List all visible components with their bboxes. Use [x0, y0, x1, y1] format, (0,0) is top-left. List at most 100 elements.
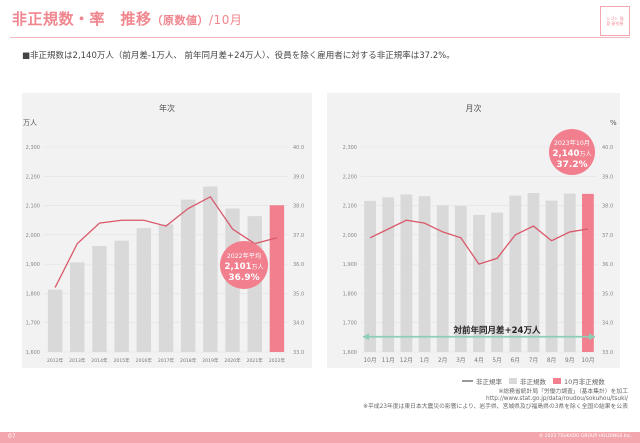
- source-note: ※平成23年度は東日本大震災の影響により、岩手県、宮城県及び福島県の3県を除く全…: [363, 403, 628, 410]
- y-tick-label-left: 1,600: [26, 350, 40, 356]
- rate-line: [369, 219, 589, 265]
- y-tick-label-right: 40.0: [602, 145, 613, 151]
- y-tick-label-left: 2,000: [343, 233, 357, 239]
- chart-title: 月次: [466, 103, 482, 113]
- x-tick-label: 1月: [420, 357, 430, 364]
- bar: [70, 262, 85, 352]
- bar: [382, 197, 395, 352]
- legend-count: 非正規数: [509, 376, 546, 386]
- x-tick-label: 3月: [456, 357, 466, 364]
- y-tick-label-left: 2,100: [26, 204, 40, 210]
- bar: [491, 212, 504, 352]
- x-tick-label: 2022年: [269, 357, 286, 364]
- title-divider: [10, 37, 630, 38]
- callout-value-unit: 万人: [251, 264, 263, 271]
- bar: [418, 196, 431, 352]
- annual-chart-panel: 年次 万人 1,600 1,700 1,800 1,900 2,000 2,100 2,200 2…: [22, 93, 312, 368]
- page-number: 07: [8, 433, 16, 440]
- y-tick-label-right: 35.0: [602, 291, 613, 297]
- x-tick-label: 2月: [438, 357, 448, 364]
- rate-line: [54, 195, 278, 288]
- bar: [92, 245, 107, 352]
- x-tick-label: 2013年: [69, 357, 86, 364]
- callout-value: 2,140万人: [553, 149, 592, 159]
- x-tick-label: 11月: [382, 357, 395, 364]
- legend-highlight-swatch: [553, 378, 561, 384]
- y-tick-label-left: 2,200: [26, 174, 40, 180]
- y-tick-label-left: 1,900: [26, 262, 40, 268]
- difference-arrow-left: [363, 333, 369, 341]
- legend-highlight: 10月非正規数: [553, 376, 605, 386]
- difference-annotation: 対前年同月差+24万人: [453, 325, 541, 336]
- highlight-bar: [269, 205, 285, 352]
- y-tick-label-right: 39.0: [293, 174, 304, 180]
- legend-rate-swatch: [462, 380, 473, 382]
- y-tick-label-right: 33.0: [602, 350, 613, 356]
- y-tick-label-right: 37.0: [602, 233, 613, 239]
- title-paren: （原数値）: [151, 14, 210, 27]
- y-tick-label-right: 36.0: [602, 262, 613, 268]
- y-tick-label-left: 1,800: [343, 291, 357, 297]
- x-tick-label: 12月: [400, 357, 413, 364]
- bar: [114, 240, 129, 352]
- bar: [473, 214, 485, 352]
- bar: [563, 193, 576, 352]
- x-tick-label: 10月: [581, 357, 594, 364]
- callout-value-unit: 万人: [579, 151, 591, 158]
- source-notes: ※総務省統計局「労働力調査」（基本集計）を加工 http://www.stat.…: [363, 389, 628, 411]
- callout-bubble: [220, 241, 268, 289]
- y-tick-label-right: 33.0: [293, 350, 304, 356]
- callout-value-number: 2,140: [553, 149, 580, 159]
- bar: [436, 205, 449, 352]
- monthly-chart-panel: 月次% 1,600 1,700 1,800 1,900 2,000 2,100 2,200 2,…: [327, 93, 620, 368]
- monthly-chart: 月次% 1,600 1,700 1,800 1,900 2,000 2,100 2,200 2,…: [343, 103, 617, 364]
- copyright: © 2023 TSUKADO GROUP HOLDINGS Inc.: [538, 434, 632, 439]
- x-tick-label: 2019年: [202, 357, 219, 364]
- y-tick-label-right: 35.0: [293, 291, 304, 297]
- y-tick-label-left: 2,300: [343, 145, 357, 151]
- chart-legend: 非正規率 非正規数 10月非正規数: [462, 376, 612, 386]
- chart-title: 年次: [159, 103, 175, 113]
- x-tick-label: 2014年: [91, 357, 108, 364]
- highlight-bar: [582, 193, 594, 352]
- legend-count-label: 非正規数: [520, 378, 546, 386]
- y-tick-label-left: 1,700: [343, 321, 357, 327]
- y-tick-label-right: 39.0: [602, 174, 613, 180]
- title-date: /10月: [209, 13, 243, 27]
- legend-count-swatch: [509, 378, 517, 384]
- bar: [203, 186, 218, 352]
- legend-highlight-label: 10月非正規数: [564, 378, 605, 386]
- legend-rate: 非正規率: [462, 376, 502, 386]
- y-tick-label-left: 1,700: [26, 321, 40, 327]
- y-tick-label-right: 38.0: [293, 204, 304, 210]
- y-tick-label-left: 1,800: [26, 291, 40, 297]
- bar: [364, 200, 376, 352]
- footer-bar: 07 © 2023 TSUKADO GROUP HOLDINGS Inc.: [0, 432, 640, 443]
- x-tick-label: 4月: [474, 357, 484, 364]
- x-tick-label: 2021年: [247, 357, 264, 364]
- x-tick-label: 2020年: [224, 357, 241, 364]
- bar: [47, 289, 63, 352]
- x-tick-label: 2012年: [47, 357, 64, 364]
- x-tick-label: 2015年: [113, 357, 130, 364]
- y-tick-label-left: 2,200: [343, 174, 357, 180]
- bar: [180, 199, 196, 352]
- y-tick-label-right: 40.0: [293, 145, 304, 151]
- x-tick-label: 8月: [547, 357, 557, 364]
- callout-value: 2,101万人: [225, 262, 264, 272]
- x-tick-label: 9月: [565, 357, 575, 364]
- y-tick-label-left: 1,600: [343, 350, 357, 356]
- y-axis-unit-label: 万人: [23, 119, 37, 127]
- bar: [545, 200, 558, 352]
- difference-arrow-right: [589, 333, 595, 341]
- y-axis-unit-label: %: [610, 119, 617, 127]
- x-tick-label: 5月: [492, 357, 502, 364]
- x-tick-label: 2018年: [180, 357, 197, 364]
- bar: [454, 205, 467, 352]
- y-tick-label-right: 34.0: [293, 321, 304, 327]
- bar: [158, 224, 174, 352]
- x-tick-label: 6月: [511, 357, 521, 364]
- y-tick-label-left: 2,300: [26, 145, 40, 151]
- callout-value-number: 2,101: [225, 262, 252, 272]
